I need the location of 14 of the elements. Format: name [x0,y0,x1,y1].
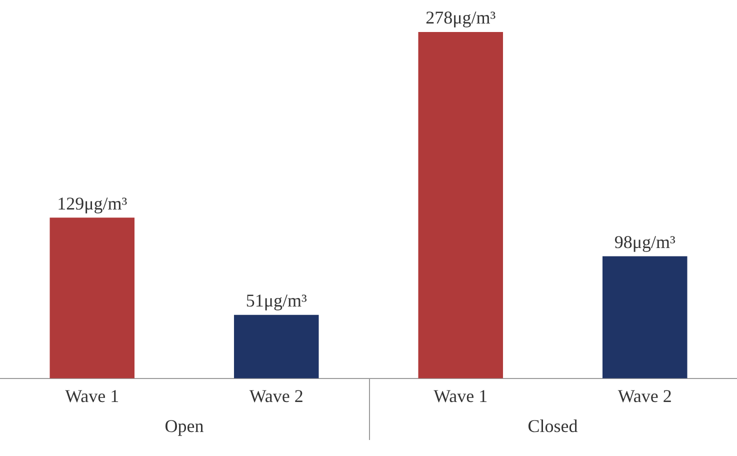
x-tick-label: Wave 1 [65,386,120,406]
data-label: 278μg/m³ [426,8,496,28]
x-tick-label: Wave 2 [618,386,672,406]
bar [50,218,135,378]
bar [234,314,319,378]
data-label: 129μg/m³ [57,193,128,214]
data-label: 51μg/m³ [246,290,308,311]
bar [418,32,504,378]
x-tick-label: Wave 1 [434,386,488,406]
text: Closed [528,416,578,438]
text: Open [164,416,204,438]
x-tick-label: Wave 2 [249,386,304,406]
data-label: 98μg/m³ [614,232,676,252]
bar [602,256,688,378]
